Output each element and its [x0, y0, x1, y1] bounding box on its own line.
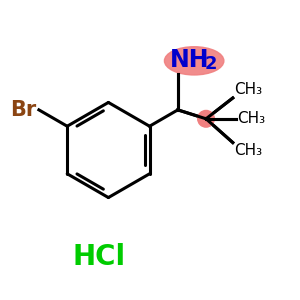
Text: CH₃: CH₃ — [237, 111, 266, 126]
Text: CH₃: CH₃ — [234, 143, 262, 158]
Circle shape — [198, 110, 214, 127]
Ellipse shape — [164, 47, 224, 75]
Text: HCl: HCl — [73, 243, 126, 271]
Text: Br: Br — [10, 100, 36, 120]
Text: 2: 2 — [204, 55, 217, 73]
Text: NH: NH — [170, 48, 209, 72]
Text: CH₃: CH₃ — [234, 82, 262, 97]
